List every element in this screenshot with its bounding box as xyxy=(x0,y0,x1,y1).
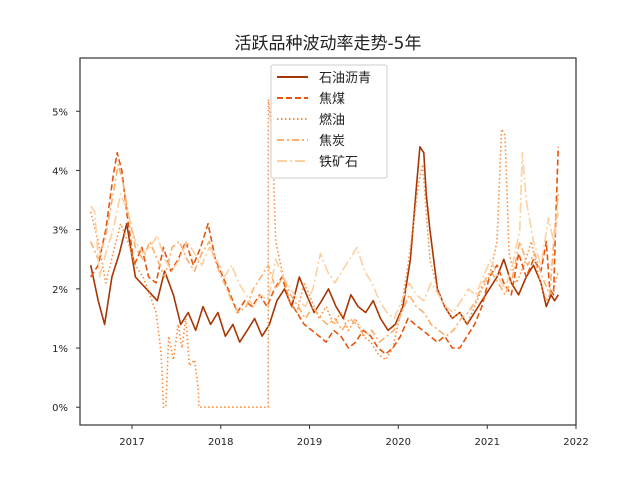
legend-label: 燃油 xyxy=(319,112,345,128)
x-tick-label: 2022 xyxy=(563,437,588,448)
x-axis: 2017 2018 2019 2020 2021 2022 xyxy=(119,425,589,448)
series-line-4 xyxy=(89,163,560,343)
legend-box xyxy=(270,64,388,179)
series-line-5 xyxy=(90,151,560,320)
y-tick-label: 4% xyxy=(52,166,68,177)
x-tick-label: 2021 xyxy=(475,437,500,448)
y-tick-label: 0% xyxy=(52,403,68,414)
legend-label: 铁矿石 xyxy=(319,155,358,170)
series-layer xyxy=(89,98,560,408)
x-tick-label: 2020 xyxy=(386,437,411,448)
series-line-3 xyxy=(89,98,560,408)
series-line-2 xyxy=(90,146,560,355)
legend-label: 焦炭 xyxy=(319,134,345,149)
series-line-1 xyxy=(89,146,559,343)
y-tick-label: 1% xyxy=(52,344,68,355)
y-tick-label: 5% xyxy=(52,107,68,118)
y-tick-label: 3% xyxy=(52,226,68,237)
plot-frame xyxy=(79,57,577,426)
x-tick-label: 2019 xyxy=(297,437,322,448)
y-tick-label: 2% xyxy=(52,285,68,296)
x-tick-label: 2018 xyxy=(208,437,233,448)
legend-label: 石油沥青 xyxy=(319,71,371,86)
x-tick-label: 2017 xyxy=(119,437,144,448)
y-axis: 0% 1% 2% 3% 4% 5% xyxy=(52,107,80,414)
legend-label: 焦煤 xyxy=(319,92,345,107)
chart-title: 活跃品种波动率走势-5年 xyxy=(235,34,422,54)
